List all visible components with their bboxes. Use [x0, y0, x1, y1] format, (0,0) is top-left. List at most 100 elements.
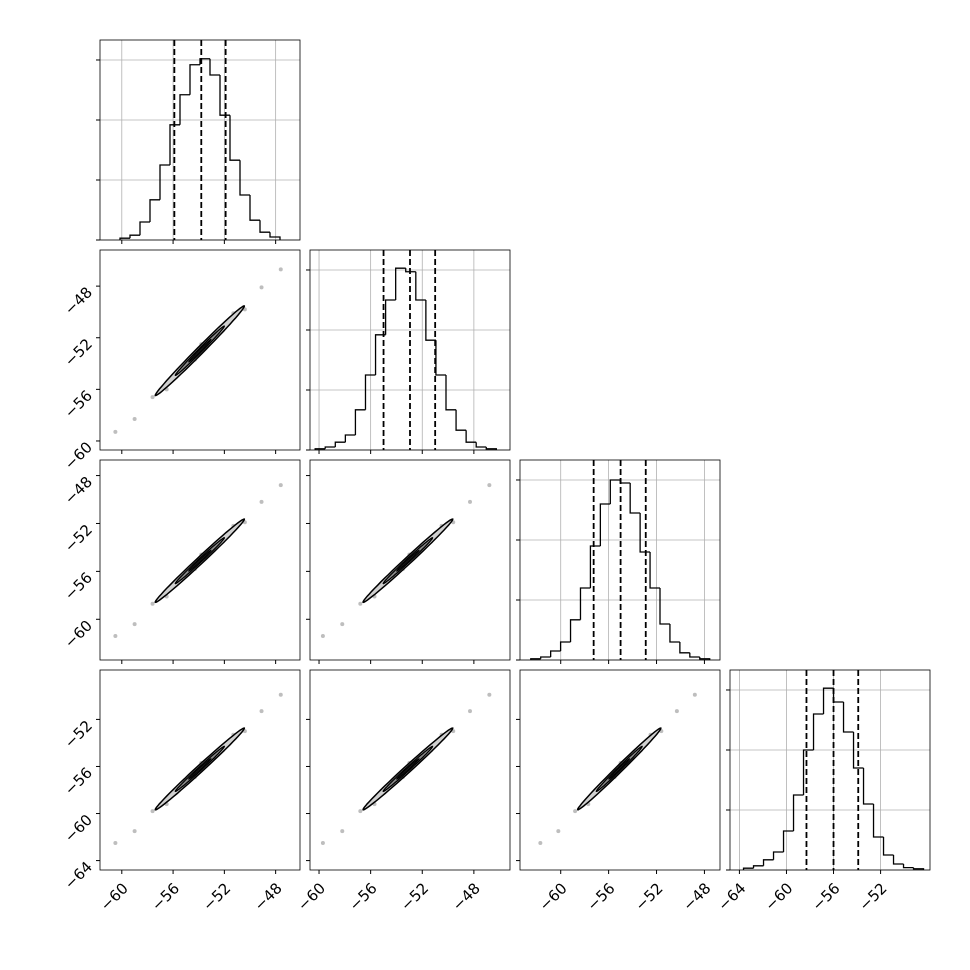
y-tick-label: −64 — [61, 858, 96, 893]
scatter-point — [320, 840, 325, 845]
histogram-bin — [540, 656, 551, 659]
histogram-bin — [802, 749, 814, 795]
histogram-bin — [354, 409, 366, 435]
scatter-point — [278, 483, 283, 488]
histogram-bin — [445, 374, 457, 411]
histogram-bin — [119, 237, 130, 240]
histogram-bin — [742, 867, 754, 870]
histogram-bin — [324, 446, 336, 449]
histogram-bin — [465, 430, 477, 443]
histogram-bin — [699, 657, 711, 660]
histogram-bin — [179, 94, 190, 125]
x-tick-label: −48 — [251, 879, 286, 914]
histogram-bin — [892, 854, 904, 865]
histogram-bin — [589, 545, 601, 588]
histogram-bin — [239, 160, 250, 196]
y-tick-label: −48 — [61, 473, 96, 508]
histogram-bin — [669, 623, 680, 643]
histogram-bin — [149, 199, 160, 222]
x-tick-label: −52 — [855, 879, 890, 914]
histogram-bin — [629, 482, 641, 514]
scatter-point — [113, 634, 118, 639]
histogram-bin — [455, 409, 467, 431]
scatter-point — [487, 692, 492, 697]
histogram-bin — [842, 701, 854, 733]
scatter-point — [132, 622, 137, 627]
histogram-bin — [772, 851, 784, 860]
scatter-point — [259, 709, 264, 714]
scatter-point — [150, 809, 155, 814]
histogram-bin — [249, 194, 260, 221]
x-tick-label: −48 — [449, 879, 484, 914]
x-tick-label: −64 — [714, 879, 749, 914]
histogram-bin — [559, 641, 571, 651]
histogram-bin — [679, 641, 690, 654]
x-tick-label: −56 — [148, 879, 183, 914]
scatter-point — [468, 499, 472, 504]
scatter-point — [674, 709, 679, 714]
y-tick-label: −60 — [61, 811, 96, 846]
histogram-bin — [550, 650, 561, 657]
contour-core — [396, 758, 420, 780]
x-tick-label: −52 — [631, 879, 666, 914]
histogram-bin — [364, 374, 376, 410]
scatter-point — [150, 601, 155, 606]
scatter-point — [278, 692, 283, 697]
histogram-bin — [609, 479, 621, 504]
x-tick-label: −56 — [584, 879, 619, 914]
histogram-bin — [862, 767, 874, 805]
scatter-point — [573, 809, 578, 814]
panel-frame — [309, 669, 511, 871]
histogram-bin — [619, 479, 631, 484]
histogram-bin — [822, 687, 834, 714]
scatter-point — [150, 395, 155, 400]
scatter-point — [468, 709, 472, 714]
histogram-bin — [159, 164, 170, 200]
panel-frame — [99, 39, 301, 241]
panel-frame — [519, 459, 721, 661]
x-tick-label: −56 — [346, 879, 381, 914]
panel-frame — [99, 249, 301, 451]
y-tick-label: −56 — [61, 569, 96, 604]
histogram-bin — [649, 551, 660, 589]
histogram-bin — [579, 587, 591, 620]
histogram-bin — [689, 652, 700, 658]
histogram-bin — [569, 619, 581, 642]
panel-frame — [729, 669, 931, 871]
histogram-bin — [425, 299, 436, 341]
panel-frame — [309, 459, 511, 661]
scatter-point — [113, 840, 118, 845]
histogram-bin — [384, 299, 396, 335]
scatter-point — [556, 829, 561, 834]
contour-core — [188, 549, 212, 572]
scatter-point — [487, 483, 492, 488]
x-tick-label: −52 — [397, 879, 432, 914]
histogram-bin — [334, 441, 346, 447]
x-tick-label: −60 — [97, 879, 132, 914]
histogram-bin — [782, 830, 794, 852]
y-tick-label: −60 — [61, 617, 96, 652]
contour-core — [188, 758, 212, 780]
histogram-bin — [435, 340, 446, 376]
scatter-point — [259, 285, 264, 290]
histogram-bin — [269, 232, 281, 240]
histogram-bin — [374, 334, 386, 375]
y-tick-label: −52 — [61, 521, 96, 556]
scatter-point — [358, 601, 363, 606]
scatter-point — [113, 429, 118, 434]
histogram-bin — [852, 731, 864, 769]
histogram-bin — [209, 58, 220, 76]
histogram-bin — [415, 271, 426, 301]
scatter-point — [538, 840, 543, 845]
y-tick-label: −56 — [61, 764, 96, 799]
histogram-bin — [219, 74, 230, 116]
histogram-bin — [405, 268, 416, 273]
histogram-bin — [639, 512, 651, 553]
histogram-bin — [599, 503, 611, 546]
panel-frame — [309, 249, 511, 451]
histogram-bin — [792, 794, 804, 831]
histogram-bin — [762, 859, 774, 866]
y-tick-label: −52 — [61, 717, 96, 752]
y-tick-label: −52 — [61, 335, 96, 370]
